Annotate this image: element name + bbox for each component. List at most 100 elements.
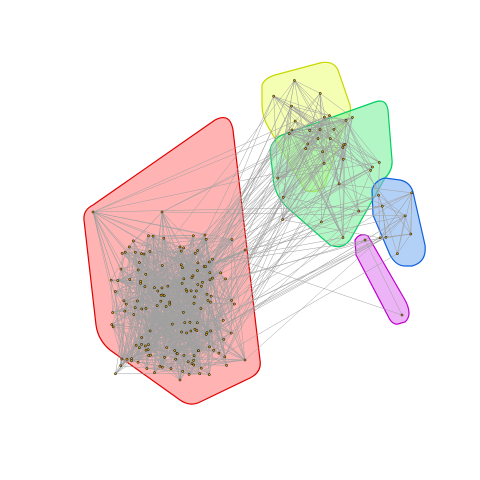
edge [156,120,296,306]
edge-layer [92,80,413,381]
node-community-1 [140,307,144,311]
node-community-3 [323,115,326,119]
edge [289,133,323,152]
edge [289,133,331,139]
node-community-1 [182,354,186,357]
edge [92,211,125,301]
edge [145,272,221,347]
node-community-1 [143,344,147,348]
edge [282,219,381,239]
edge [294,120,323,152]
node-community-3 [287,132,291,135]
edge [163,238,182,265]
edge [125,252,169,287]
edge [115,291,123,360]
edge [161,211,207,335]
node-community-3 [351,116,354,119]
edge [397,233,412,254]
edge [164,163,325,358]
edge [149,251,195,304]
edge [199,356,225,374]
edge [139,347,178,354]
edge [229,239,366,281]
edge [198,221,322,352]
edge [307,143,344,238]
edge [92,120,296,213]
node-community-1 [136,360,140,364]
node-community-1 [145,367,149,370]
node-community-1 [127,245,131,249]
node-community-1 [178,378,182,382]
edge [92,163,325,213]
edge [175,359,183,372]
node-community-1 [223,355,227,359]
edge [133,286,146,315]
node-community-1 [139,281,142,285]
node-community-1 [191,274,195,278]
edge [120,268,142,345]
edge [181,286,202,333]
edge [231,221,322,301]
edge [115,291,148,369]
node-community-1 [211,257,214,261]
edge [338,183,406,217]
node-community-2 [322,161,326,165]
node-community-1 [148,250,152,253]
node-community-1 [206,299,210,302]
node-community-2 [332,128,336,131]
node-community-1 [201,280,204,284]
node-community-1 [203,233,207,237]
edge [152,235,235,305]
node-community-1 [110,323,114,326]
node-community-1 [182,277,186,281]
edge [112,252,126,313]
edge [273,95,321,130]
edge [291,120,296,131]
node-community-4 [380,204,384,208]
edge [320,93,353,118]
node-community-1 [208,278,212,282]
edge [149,251,196,254]
edge [294,80,321,94]
edge [163,237,207,240]
edge [277,143,308,179]
node-community-1 [149,353,152,357]
node-community-1 [159,293,163,297]
node-community-1 [229,331,233,335]
edge [277,129,293,179]
edge [319,129,325,164]
edge [342,166,373,238]
node-community-1 [192,301,196,305]
edge [117,268,122,281]
node-community-1 [230,299,233,302]
node-community-2 [341,157,345,161]
node-community-2 [341,146,345,149]
node-community-2 [293,79,296,82]
node-community-1 [113,290,117,293]
edge [144,163,325,287]
edge [378,195,381,238]
edge [321,147,344,223]
node-community-1 [219,271,223,275]
node-community-2 [318,92,322,95]
edge [277,116,325,179]
edge [124,310,146,347]
edge [224,147,344,358]
edge [141,305,158,338]
edge [160,301,176,351]
edge [135,129,321,346]
edge [162,143,308,296]
edge [143,250,182,255]
edge [212,221,322,279]
edge [231,239,246,361]
node-community-1 [91,210,95,214]
edge [207,278,213,301]
edge [176,237,387,354]
node-community-1 [222,337,226,341]
edge [120,268,161,367]
edge [289,129,335,134]
node-community-1 [142,252,146,256]
node-community-1 [180,330,183,334]
node-community-3 [316,137,320,141]
edge [111,261,210,325]
